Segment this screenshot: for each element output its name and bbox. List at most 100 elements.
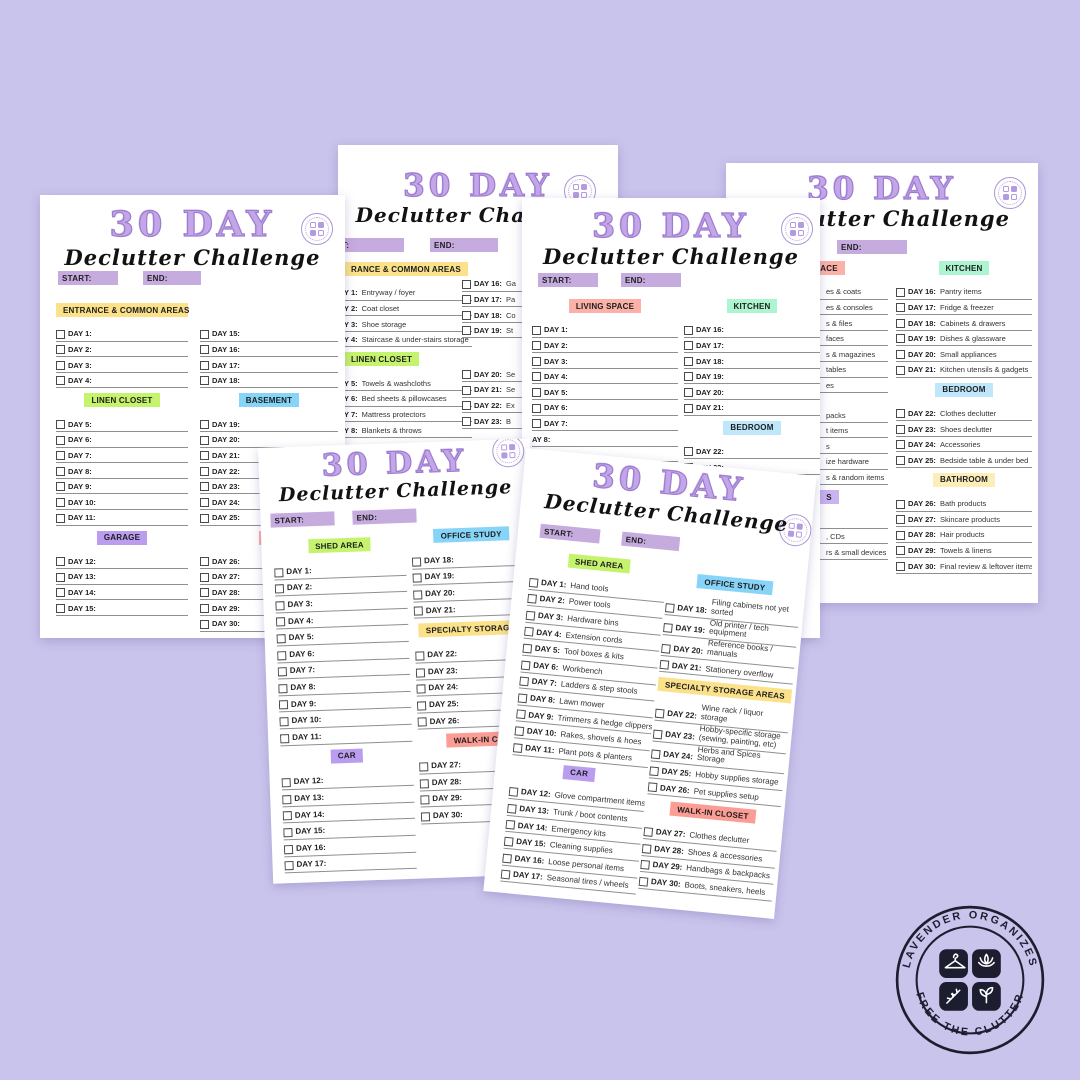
start-end-fields: T: END:: [338, 238, 498, 252]
checkbox-icon: [896, 515, 905, 525]
day-label: DAY 24:: [212, 497, 240, 507]
task-text: es & consoles: [826, 302, 873, 312]
day-label: DAY 18:: [423, 555, 454, 566]
checkbox-icon: [56, 497, 65, 507]
checkbox-icon: [532, 372, 541, 382]
day-label: DAY 15:: [515, 837, 547, 849]
day-label: DAY 23:: [908, 424, 936, 434]
day-label: DAY 24:: [662, 749, 694, 762]
day-label: DAY 24:: [908, 440, 936, 450]
day-row: DAY 18:: [684, 353, 820, 369]
day-label: DAY 6:: [289, 648, 315, 659]
day-label: DAY 12:: [293, 776, 324, 787]
day-label: DAY 26:: [212, 556, 240, 566]
task-text: t items: [826, 426, 849, 436]
checkbox-icon: [528, 577, 539, 588]
checkbox-icon: [283, 844, 294, 854]
day-row: faces: [770, 331, 888, 347]
checkbox-icon: [274, 567, 284, 578]
section-label: BASEMENT: [238, 393, 300, 408]
day-row: DAY 11:: [56, 510, 188, 526]
task-text: Pa: [505, 294, 516, 304]
checkbox-icon: [896, 546, 905, 556]
section-heading: OFFICE STUDY: [411, 526, 531, 544]
end-field: END:: [430, 238, 498, 252]
checkbox-icon: [275, 617, 286, 627]
day-label: DAY 4:: [535, 627, 563, 639]
checkbox-icon: [56, 557, 65, 567]
day-label: DAY 3:: [68, 360, 92, 370]
day-label: DAY 17:: [512, 870, 544, 882]
day-row: DAY 30: Final review & leftover items: [896, 558, 1032, 574]
task-text: Seasonal tires / wheels: [546, 873, 630, 891]
day-row: DAY 16: Pantry items: [896, 284, 1032, 300]
day-row: DAY 27: Skincare products: [896, 512, 1032, 528]
day-row: DAY 23: Shoes declutter: [896, 421, 1032, 437]
checkbox-icon: [279, 717, 289, 727]
checkbox-icon: [278, 683, 288, 694]
day-row: , CDs: [770, 529, 888, 545]
day-row: DAY 17:: [200, 357, 338, 373]
day-label: DAY 21:: [212, 450, 240, 460]
checkbox-icon: [56, 360, 65, 370]
day-row: DAY 12:: [56, 554, 188, 570]
day-label: DAY 16:: [514, 853, 545, 866]
section-label: BEDROOM: [723, 420, 781, 435]
task-text: Bath products: [939, 499, 987, 509]
task-text: Dishes & glassware: [939, 334, 1006, 344]
day-label: DAY 27:: [431, 760, 462, 771]
day-label: DAY 10:: [526, 726, 557, 739]
section-label: SHED AREA: [567, 553, 632, 574]
day-row: DAY 11:: [279, 724, 413, 746]
day-label: DAY 1:: [540, 577, 567, 590]
checkbox-icon: [282, 794, 292, 805]
end-field: END:: [143, 271, 201, 285]
day-row: ize hardware: [770, 454, 888, 470]
day-label: DAY 29:: [212, 603, 240, 613]
day-label: DAY 13:: [294, 792, 325, 803]
section-heading: BEDROOM: [896, 382, 1032, 397]
day-row: DAY 5:: [532, 384, 678, 400]
day-label: DAY 18:: [908, 318, 936, 328]
lotus-icon: [977, 953, 995, 967]
checkbox-icon: [896, 334, 905, 344]
day-label: DAY 28:: [653, 843, 685, 856]
checkbox-icon: [662, 623, 673, 634]
checkbox-icon: [896, 455, 905, 465]
day-row: DAY 3:: [532, 353, 678, 369]
task-text: s & random items: [826, 472, 885, 482]
day-row: DAY 19: Dishes & glassware: [896, 331, 1032, 347]
day-label: DAY 15:: [212, 329, 240, 339]
checkbox-icon: [654, 708, 665, 719]
checkbox-icon: [200, 419, 209, 429]
day-row: DAY 20:: [684, 384, 820, 400]
checkbox-icon: [532, 419, 541, 429]
task-text: Ga: [505, 279, 516, 289]
checkbox-icon: [508, 787, 519, 797]
checkbox-icon: [659, 660, 670, 671]
checkbox-icon: [503, 836, 514, 847]
day-label: DAY 25:: [212, 513, 240, 523]
page-subtitle: Declutter Challenge: [64, 245, 321, 270]
task-text: Fridge & freezer: [939, 302, 994, 312]
checkbox-icon: [514, 726, 525, 737]
day-label: DAY 15:: [68, 603, 96, 613]
day-row: DAY 4:: [56, 373, 188, 389]
task-text: Stationery overflow: [705, 663, 774, 680]
day-row: DAY 17:: [684, 338, 820, 354]
day-label: DAY 22:: [212, 466, 240, 476]
checkbox-icon: [896, 561, 905, 571]
day-row: DAY 21:: [684, 400, 820, 416]
start-field: START:: [58, 271, 118, 285]
checkbox-icon: [56, 466, 65, 476]
day-label: DAY 16:: [212, 344, 240, 354]
day-row: packs: [770, 407, 888, 423]
checkbox-icon: [522, 643, 533, 654]
day-label: DAY 20:: [212, 435, 240, 445]
checkbox-icon: [652, 729, 663, 739]
day-label: DAY 26:: [908, 499, 936, 509]
day-label: DAY 23:: [427, 665, 458, 676]
badge-tiles: [939, 949, 1001, 1011]
day-row: DAY 18: Cabinets & drawers: [896, 315, 1032, 331]
day-label: DAY 20:: [673, 644, 704, 656]
